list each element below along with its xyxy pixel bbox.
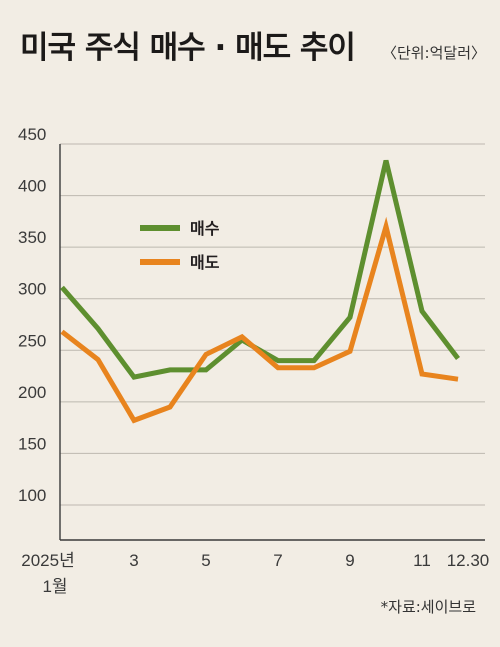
source-note: *자료:세이브로 xyxy=(380,598,476,616)
x-tick-label: 11 xyxy=(413,551,431,570)
tick-labels: 100 150 200 250 300 350 400 450 2025년 1월 3 5 7 9 11 12.… xyxy=(18,125,489,596)
y-tick-label: 150 xyxy=(18,434,46,453)
x-tick-label-line2: 1월 xyxy=(42,577,67,596)
x-tick-label: 9 xyxy=(345,551,354,570)
x-tick-label: 3 xyxy=(129,551,138,570)
legend-label-sell: 매도 xyxy=(190,253,220,272)
series-line-sell xyxy=(60,216,459,424)
y-tick-label: 200 xyxy=(18,383,46,402)
y-tick-label: 400 xyxy=(18,177,46,196)
unit-note: 〈단위:억달러〉 xyxy=(381,44,486,62)
chart-title: 미국 주식 매수 · 매도 추이 xyxy=(20,30,356,66)
axes xyxy=(59,144,485,541)
x-tick-label: 7 xyxy=(273,551,282,570)
y-tick-label: 450 xyxy=(18,125,46,144)
x-tick-label: 5 xyxy=(201,551,210,570)
x-tick-label: 12.30 xyxy=(447,551,490,570)
y-tick-label: 350 xyxy=(18,228,46,247)
legend-label-buy: 매수 xyxy=(190,219,220,238)
x-tick-label: 2025년 xyxy=(21,551,74,570)
y-tick-label: 300 xyxy=(18,280,46,299)
series-lines xyxy=(60,159,460,424)
y-tick-label: 100 xyxy=(18,486,46,505)
y-tick-label: 250 xyxy=(18,331,46,350)
grid-lines xyxy=(60,143,485,506)
